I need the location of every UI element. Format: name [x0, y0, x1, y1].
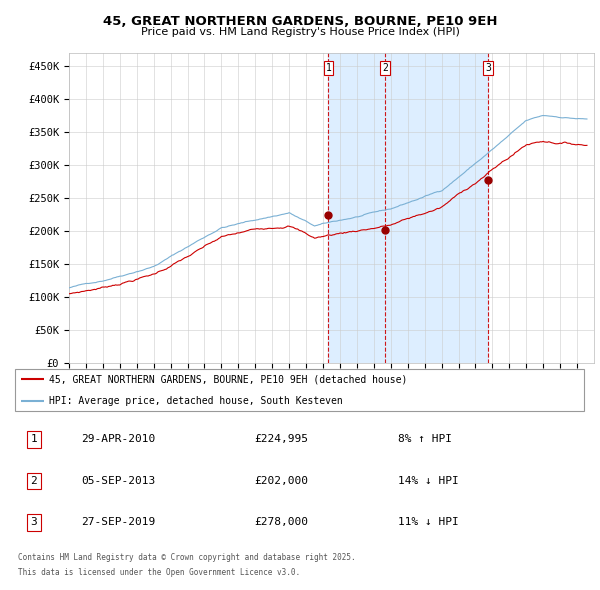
Bar [328, 53, 488, 363]
Text: 2: 2 [382, 63, 388, 73]
Text: 45, GREAT NORTHERN GARDENS, BOURNE, PE10 9EH (detached house): 45, GREAT NORTHERN GARDENS, BOURNE, PE10… [49, 375, 408, 385]
Text: 1: 1 [326, 63, 331, 73]
FancyBboxPatch shape [15, 369, 584, 411]
Text: 1: 1 [31, 434, 37, 444]
Text: 8% ↑ HPI: 8% ↑ HPI [398, 434, 452, 444]
Text: Contains HM Land Registry data © Crown copyright and database right 2025.: Contains HM Land Registry data © Crown c… [18, 553, 356, 562]
Text: 2: 2 [31, 476, 37, 486]
Text: £202,000: £202,000 [254, 476, 308, 486]
Text: 3: 3 [485, 63, 491, 73]
Text: 27-SEP-2019: 27-SEP-2019 [81, 517, 155, 527]
Text: HPI: Average price, detached house, South Kesteven: HPI: Average price, detached house, Sout… [49, 395, 343, 405]
Text: 45, GREAT NORTHERN GARDENS, BOURNE, PE10 9EH: 45, GREAT NORTHERN GARDENS, BOURNE, PE10… [103, 15, 497, 28]
Text: Price paid vs. HM Land Registry's House Price Index (HPI): Price paid vs. HM Land Registry's House … [140, 27, 460, 37]
Text: £224,995: £224,995 [254, 434, 308, 444]
Text: 14% ↓ HPI: 14% ↓ HPI [398, 476, 458, 486]
Text: 05-SEP-2013: 05-SEP-2013 [81, 476, 155, 486]
Text: £278,000: £278,000 [254, 517, 308, 527]
Text: This data is licensed under the Open Government Licence v3.0.: This data is licensed under the Open Gov… [18, 568, 300, 577]
Text: 11% ↓ HPI: 11% ↓ HPI [398, 517, 458, 527]
Text: 29-APR-2010: 29-APR-2010 [81, 434, 155, 444]
Text: 3: 3 [31, 517, 37, 527]
